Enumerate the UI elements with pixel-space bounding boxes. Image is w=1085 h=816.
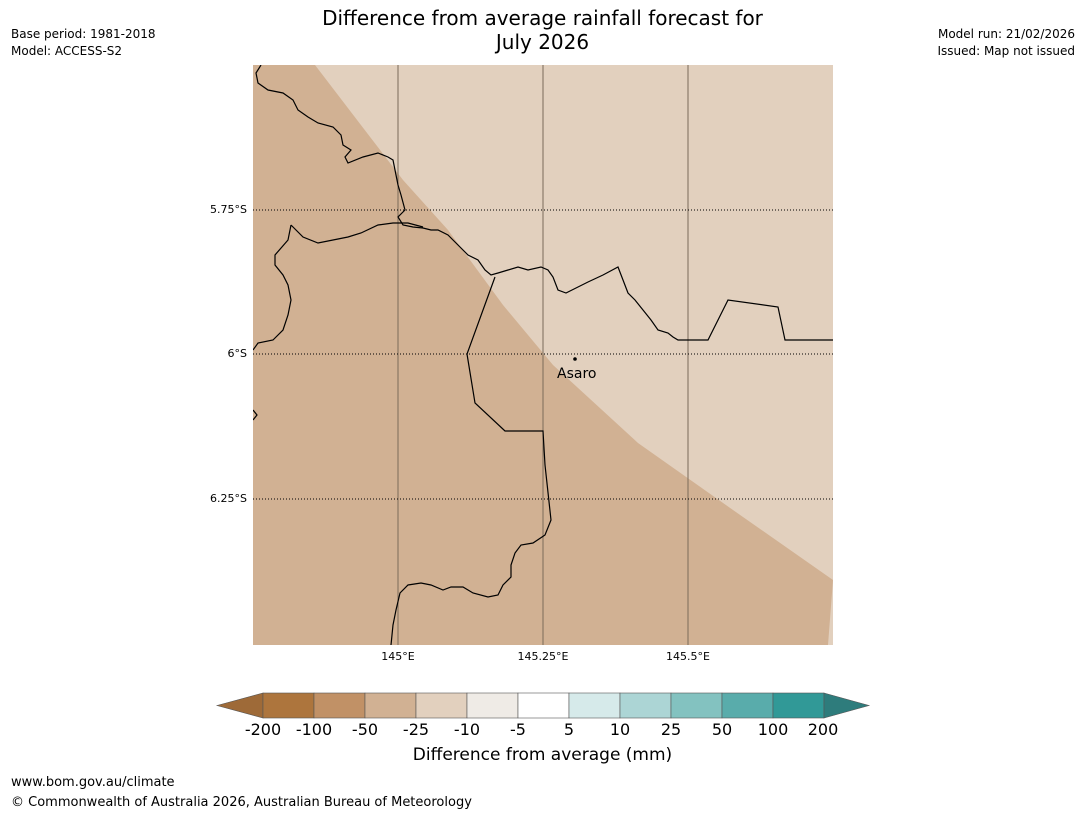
base-period: Base period: 1981-2018 <box>11 27 156 41</box>
colorbar-tick-label: 200 <box>807 720 839 739</box>
colorbar-tick-label: 50 <box>711 720 733 739</box>
title-line-2: July 2026 <box>495 30 590 54</box>
latitude-gridlines <box>253 209 833 500</box>
colorbar-tick-label: 25 <box>660 720 682 739</box>
map-title: Difference from average rainfall forecas… <box>0 6 1085 54</box>
colorbar-title: Difference from average (mm) <box>412 745 673 765</box>
colorbar-tick-label: 10 <box>609 720 631 739</box>
border-west-edge <box>253 409 258 421</box>
lon-label-145: 145°E <box>381 650 415 663</box>
issued-status: Issued: Map not issued <box>937 44 1075 58</box>
border-west <box>253 224 292 351</box>
colorbar-tick-label: -5 <box>510 720 526 739</box>
meta-right: Model run: 21/02/2026 Issued: Map not is… <box>937 26 1075 60</box>
colorbar-segment <box>517 692 570 719</box>
colorbar-segment <box>466 692 519 719</box>
lon-label-145-25: 145.25°E <box>517 650 569 663</box>
colorbar-tick-label: 5 <box>563 720 575 739</box>
colorbar-segment <box>364 692 417 719</box>
colorbar-extend-high <box>823 692 871 719</box>
title-line-1: Difference from average rainfall forecas… <box>322 6 763 30</box>
colorbar-tick-label: -50 <box>351 720 379 739</box>
longitude-gridlines <box>397 65 689 645</box>
colorbar-tick-label: -200 <box>244 720 282 739</box>
border-central <box>290 222 424 244</box>
colorbar-tick-label: -100 <box>295 720 333 739</box>
colorbar-segment <box>415 692 468 719</box>
town-label-asaro: Asaro <box>557 366 596 382</box>
lat-label-6: 6°S <box>227 347 247 360</box>
footer-copyright: © Commonwealth of Australia 2026, Austra… <box>11 795 472 810</box>
colorbar-segment <box>772 692 825 719</box>
colorbar-extend-low <box>215 692 264 719</box>
colorbar-tick-label: -25 <box>402 720 430 739</box>
colorbar-segment <box>568 692 621 719</box>
colorbar-segment <box>619 692 672 719</box>
lat-label-5-75: 5.75°S <box>210 203 247 216</box>
footer-url[interactable]: www.bom.gov.au/climate <box>11 775 175 790</box>
border-south <box>390 276 552 645</box>
colorbar-tick-label: 100 <box>757 720 789 739</box>
meta-left: Base period: 1981-2018 Model: ACCESS-S2 <box>11 26 156 60</box>
forecast-map[interactable]: Asaro <box>253 65 833 645</box>
province-borders <box>253 65 833 645</box>
colorbar <box>215 692 871 719</box>
colorbar-segment <box>313 692 366 719</box>
border-northwest <box>255 65 833 341</box>
colorbar-segment <box>262 692 315 719</box>
model-run: Model run: 21/02/2026 <box>937 27 1075 41</box>
colorbar-segment <box>721 692 774 719</box>
model-name: Model: ACCESS-S2 <box>11 44 123 58</box>
colorbar-segment <box>670 692 723 719</box>
lat-label-6-25: 6.25°S <box>210 492 247 505</box>
colorbar-tick-label: -10 <box>453 720 481 739</box>
town-marker-asaro <box>573 357 577 361</box>
lon-label-145-5: 145.5°E <box>666 650 710 663</box>
